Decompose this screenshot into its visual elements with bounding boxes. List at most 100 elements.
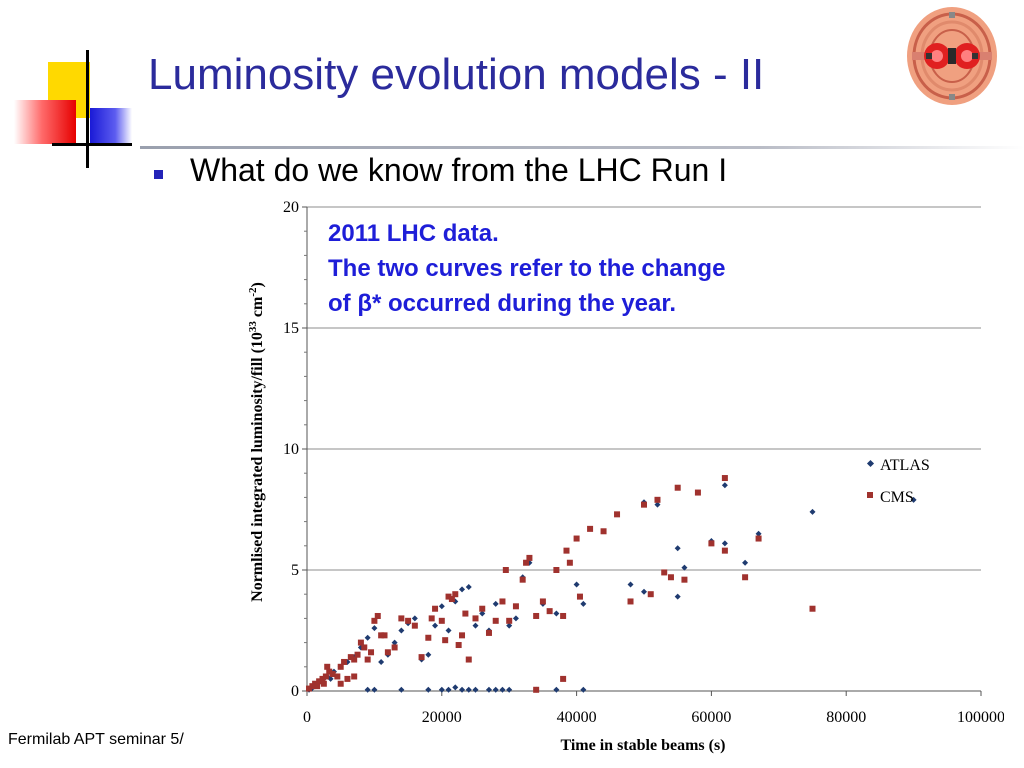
point-cms-67: [654, 496, 661, 503]
point-cms-43: [485, 629, 492, 636]
point-cms-53: [539, 598, 546, 605]
point-cms-45: [499, 598, 506, 605]
point-cms-68: [661, 569, 668, 576]
point-cms-16: [361, 644, 368, 651]
y-tick-label-1: 5: [291, 562, 299, 579]
point-cms-69: [667, 574, 674, 581]
point-atlas-34: [512, 615, 519, 622]
point-cms-84: [314, 683, 321, 690]
point-atlas-62: [459, 686, 466, 693]
point-cms-35: [448, 596, 455, 603]
bullet-text: What do we know from the LHC Run I: [190, 152, 728, 188]
point-cms-22: [381, 632, 388, 639]
point-atlas-47: [721, 540, 728, 547]
footer-text: Fermilab APT seminar 5/: [8, 731, 184, 748]
legend-cms-marker: [867, 492, 873, 498]
chart-points: [306, 475, 917, 693]
point-cms-42: [479, 605, 486, 612]
point-atlas-27: [459, 586, 466, 593]
point-atlas-56: [371, 686, 378, 693]
point-cms-49: [519, 576, 526, 583]
y-tick-label-4: 20: [283, 199, 299, 216]
annotation-line-2: The two curves refer to the change: [328, 255, 726, 282]
y-axis-title-unit: cm: [249, 296, 266, 321]
point-cms-21: [378, 632, 385, 639]
point-atlas-33: [506, 622, 513, 629]
point-atlas-40: [580, 600, 587, 607]
point-cms-60: [576, 593, 583, 600]
point-atlas-64: [472, 686, 479, 693]
point-cms-78: [809, 605, 816, 612]
point-cms-34: [445, 593, 452, 600]
point-cms-57: [563, 547, 570, 554]
point-atlas-26: [452, 598, 459, 605]
legend-atlas-label: ATLAS: [880, 457, 930, 474]
point-atlas-23: [432, 622, 439, 629]
point-cms-14: [354, 651, 361, 658]
point-cms-27: [411, 622, 418, 629]
point-cms-63: [614, 511, 621, 518]
point-atlas-17: [391, 639, 398, 646]
point-cms-33: [442, 637, 449, 644]
point-cms-54: [546, 608, 553, 615]
x-axis-title: Time in stable beams (s): [560, 737, 725, 754]
point-cms-46: [502, 567, 509, 573]
point-atlas-44: [674, 545, 681, 552]
point-cms-30: [428, 615, 435, 622]
point-atlas-53: [721, 482, 728, 489]
point-atlas-22: [425, 651, 432, 658]
chart-grid: [307, 206, 981, 571]
point-atlas-50: [809, 508, 816, 515]
point-atlas-68: [506, 686, 513, 693]
point-atlas-45: [681, 564, 688, 571]
y-axis-title: Normlised integrated luminosity/fill (10…: [247, 282, 266, 602]
point-atlas-59: [438, 686, 445, 693]
annotation-text: 2011 LHC data. The two curves refer to t…: [328, 216, 725, 321]
point-cms-6: [326, 668, 333, 675]
point-cms-80: [560, 675, 567, 682]
point-atlas-20: [411, 615, 418, 622]
point-cms-66: [647, 591, 654, 598]
point-cms-17: [364, 656, 371, 663]
point-cms-72: [694, 489, 701, 496]
point-atlas-13: [364, 634, 371, 641]
point-atlas-57: [398, 686, 405, 693]
y-tick-label-0: 0: [291, 683, 299, 700]
point-atlas-48: [742, 559, 749, 566]
point-cms-64: [627, 598, 634, 605]
title-underline: [140, 146, 1024, 149]
point-cms-75: [721, 475, 728, 482]
point-atlas-28: [465, 583, 472, 590]
y-axis-title-unit-exp: -2: [247, 287, 259, 297]
point-cms-4: [319, 675, 326, 682]
point-atlas-55: [364, 686, 371, 693]
point-atlas-30: [479, 610, 486, 617]
point-cms-7: [329, 671, 336, 678]
y-tick-label-3: 15: [283, 320, 299, 337]
point-cms-24: [391, 644, 398, 651]
x-tick-label-1: 20000: [422, 709, 462, 726]
point-cms-0: [306, 685, 313, 692]
point-atlas-71: [580, 686, 587, 693]
point-cms-39: [462, 610, 469, 617]
point-atlas-67: [499, 686, 506, 693]
y-axis-title-exp: 33: [247, 321, 259, 333]
point-cms-62: [600, 528, 607, 535]
point-atlas-25: [445, 627, 452, 634]
point-cms-25: [398, 615, 405, 622]
point-cms-28: [418, 654, 425, 661]
point-cms-76: [742, 574, 749, 581]
point-atlas-54: [910, 496, 917, 503]
point-atlas-24: [438, 603, 445, 610]
point-cms-51: [526, 554, 533, 561]
point-cms-37: [455, 642, 462, 649]
point-cms-59: [573, 535, 580, 542]
point-atlas-41: [627, 581, 634, 588]
point-cms-71: [681, 576, 688, 583]
point-cms-11: [344, 675, 351, 682]
point-cms-48: [512, 603, 519, 610]
bullet-marker: [154, 170, 163, 179]
point-cms-12: [347, 654, 354, 661]
point-atlas-52: [654, 501, 661, 508]
annotation-line-1: 2011 LHC data.: [328, 220, 499, 247]
